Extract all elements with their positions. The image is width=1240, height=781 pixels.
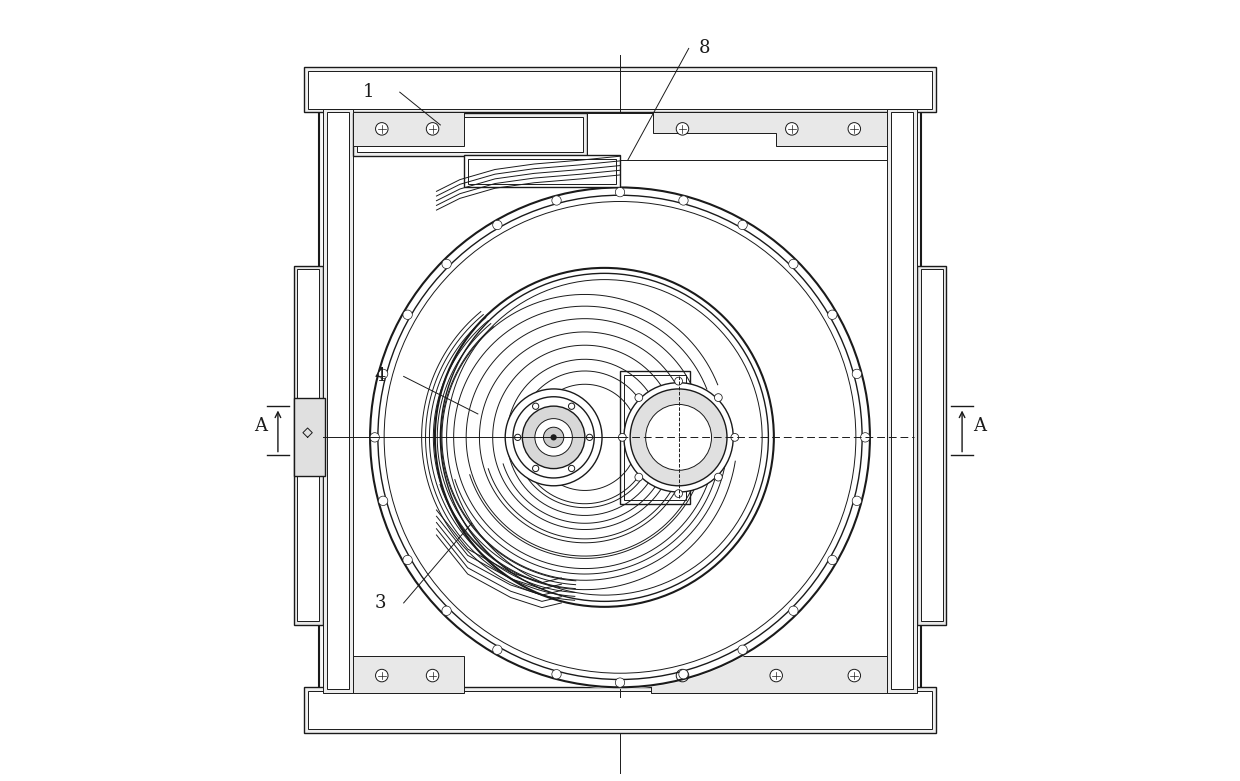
Circle shape xyxy=(789,259,799,269)
Circle shape xyxy=(515,434,521,440)
Circle shape xyxy=(630,389,727,486)
Circle shape xyxy=(441,606,451,615)
Bar xyxy=(304,687,936,733)
Bar xyxy=(916,266,946,625)
Circle shape xyxy=(848,123,861,135)
Circle shape xyxy=(646,405,712,470)
Circle shape xyxy=(427,669,439,682)
Bar xyxy=(308,691,932,729)
Circle shape xyxy=(676,123,688,135)
Circle shape xyxy=(619,433,626,441)
Circle shape xyxy=(714,473,722,481)
Bar xyxy=(294,398,325,476)
Bar xyxy=(353,113,588,156)
Circle shape xyxy=(568,403,574,409)
Circle shape xyxy=(635,394,642,401)
Text: 8: 8 xyxy=(698,39,711,58)
Circle shape xyxy=(738,645,748,654)
Circle shape xyxy=(675,490,682,497)
Circle shape xyxy=(543,427,564,448)
Bar xyxy=(464,155,620,187)
Circle shape xyxy=(714,394,722,401)
Circle shape xyxy=(827,310,837,319)
Circle shape xyxy=(505,389,603,486)
Circle shape xyxy=(615,678,625,687)
Bar xyxy=(620,371,691,504)
Text: A: A xyxy=(972,416,986,435)
Circle shape xyxy=(730,433,739,441)
Bar xyxy=(467,159,616,184)
Circle shape xyxy=(376,669,388,682)
Circle shape xyxy=(370,433,379,442)
Circle shape xyxy=(675,377,682,385)
Bar xyxy=(887,109,916,693)
Circle shape xyxy=(615,187,625,197)
Circle shape xyxy=(852,369,862,379)
Circle shape xyxy=(403,555,413,565)
Bar xyxy=(324,109,353,693)
Circle shape xyxy=(676,669,688,682)
Bar xyxy=(892,112,913,689)
Bar xyxy=(327,112,348,689)
Bar xyxy=(624,375,687,500)
Circle shape xyxy=(522,406,585,469)
Polygon shape xyxy=(353,656,464,693)
Text: A: A xyxy=(254,416,268,435)
Circle shape xyxy=(624,383,733,492)
Circle shape xyxy=(552,669,562,679)
Bar xyxy=(298,269,320,621)
Circle shape xyxy=(532,403,538,409)
Bar xyxy=(304,67,936,112)
Circle shape xyxy=(376,123,388,135)
Circle shape xyxy=(738,220,748,230)
Text: 3: 3 xyxy=(374,594,386,612)
Circle shape xyxy=(441,259,451,269)
Circle shape xyxy=(678,196,688,205)
Circle shape xyxy=(551,434,557,440)
Circle shape xyxy=(568,465,574,472)
Circle shape xyxy=(378,369,388,379)
Circle shape xyxy=(678,669,688,679)
Circle shape xyxy=(861,433,870,442)
Circle shape xyxy=(786,123,799,135)
Circle shape xyxy=(492,220,502,230)
Circle shape xyxy=(552,196,562,205)
Bar xyxy=(588,113,887,160)
Circle shape xyxy=(403,310,413,319)
Circle shape xyxy=(852,496,862,505)
Circle shape xyxy=(848,669,861,682)
Bar xyxy=(308,71,932,109)
Polygon shape xyxy=(651,656,887,693)
Bar xyxy=(920,269,942,621)
Bar xyxy=(294,266,324,625)
Text: 4: 4 xyxy=(374,367,386,386)
Circle shape xyxy=(770,669,782,682)
Circle shape xyxy=(427,123,439,135)
Bar xyxy=(357,117,583,152)
Circle shape xyxy=(789,606,799,615)
Circle shape xyxy=(513,397,594,478)
Polygon shape xyxy=(353,112,464,146)
Circle shape xyxy=(368,186,872,689)
Circle shape xyxy=(587,434,593,440)
Circle shape xyxy=(827,555,837,565)
Circle shape xyxy=(534,419,573,456)
Bar xyxy=(320,105,920,697)
Circle shape xyxy=(532,465,538,472)
Circle shape xyxy=(492,645,502,654)
Polygon shape xyxy=(652,112,887,146)
Text: 1: 1 xyxy=(363,83,374,102)
Bar xyxy=(324,109,916,693)
Circle shape xyxy=(378,496,388,505)
Circle shape xyxy=(635,473,642,481)
